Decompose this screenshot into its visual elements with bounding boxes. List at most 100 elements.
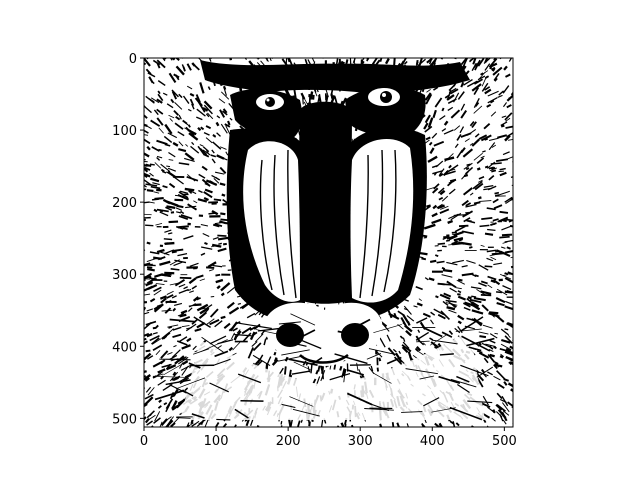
fur-stroke [171,250,177,254]
right-eye [362,86,406,110]
fur-stroke [302,97,304,105]
whisker-stroke [169,318,196,323]
fur-stroke [159,295,167,300]
whisker-stroke [159,358,191,361]
fur-stroke [406,321,411,326]
fur-stroke [438,196,444,201]
fur-stroke [325,95,329,103]
fur-stroke [304,58,308,65]
fur-stroke [144,62,147,66]
whisker-stroke [154,389,185,401]
fur-stroke [220,91,230,100]
fur-stroke [434,346,438,350]
axes-frame [143,57,514,428]
whisker-stroke [405,368,438,375]
fur-stroke [175,58,180,61]
fur-stroke [220,315,226,320]
whisker-stroke [292,335,322,350]
fur-stroke [276,58,278,59]
fur-stroke [144,106,152,114]
whisker-stroke [423,327,443,338]
fur-stroke [448,243,455,246]
fur-stroke [498,90,505,96]
whisker-stroke [291,342,307,347]
fur-stroke [168,326,173,329]
fur-stroke [144,311,150,315]
fur-stroke [166,165,171,168]
fur-stroke [462,210,473,218]
fur-stroke [189,290,195,293]
fur-stroke [164,123,173,135]
fur-stroke [215,273,221,277]
fur-stroke [205,125,212,130]
fur-stroke [481,82,489,92]
cheek-grooves [259,149,397,299]
whisker-stroke [373,372,392,384]
fur-stroke [442,236,450,240]
fur-stroke [482,150,486,153]
fur-stroke [161,363,172,368]
fur-stroke [473,297,486,302]
fur-stroke [170,268,180,271]
fur-stroke [229,117,233,121]
fur-stroke [216,285,221,290]
fur-stroke [166,200,179,207]
fur-stroke [232,327,238,332]
fur-stroke [437,282,445,286]
binarized-mandrill-image [144,58,513,427]
x-tick-label: 100 [204,434,229,449]
fur-stroke [175,65,185,76]
fur-stroke [469,298,482,304]
fur-stroke [469,142,474,146]
fur-stroke [502,285,512,290]
whisker-stroke [281,349,310,356]
fur-stroke [509,361,513,364]
fur-stroke [178,162,190,166]
fur-stroke [501,225,512,231]
fur-stroke [478,264,489,271]
fur-stroke [404,298,409,302]
fur-stroke [431,132,438,139]
fur-stroke [158,148,162,152]
whisker-stroke [176,417,191,419]
fur-stroke [368,366,375,374]
fur-stroke [427,117,434,128]
fur-stroke [212,264,223,268]
fur-stroke [477,58,485,67]
fur-stroke [155,350,161,356]
fur-stroke [402,322,406,326]
fur-stroke [222,108,228,114]
fur-stroke [218,98,226,104]
fur-stroke [192,296,200,302]
fur-stroke [506,104,512,109]
fur-stroke [170,422,176,427]
fur-stroke [156,248,165,254]
fur-stroke [469,58,473,63]
fur-stroke [502,219,508,223]
whisker-stroke [438,375,461,384]
fur-stroke [212,141,222,150]
fur-stroke [196,297,201,301]
fur-stroke [491,169,497,173]
fur-stroke [178,191,189,199]
whisker-stroke [238,322,272,330]
whisker-stroke [169,384,187,394]
whisker-stroke [334,353,368,365]
whisker-stroke [329,372,351,381]
fur-stroke [217,234,227,237]
fur-stroke [200,252,206,256]
fur-stroke [497,383,505,389]
fur-stroke [172,307,177,312]
fur-stroke [201,178,211,187]
fur-stroke [401,344,412,353]
fur-stroke [221,193,226,197]
fur-stroke [203,196,209,202]
fur-stroke [482,324,493,329]
fur-stroke [247,347,254,359]
fur-stroke [483,185,494,188]
fur-stroke [504,272,508,275]
fur-stroke [444,153,454,162]
fur-stroke [457,91,465,100]
fur-stroke [263,338,267,346]
fur-stroke [169,282,181,286]
